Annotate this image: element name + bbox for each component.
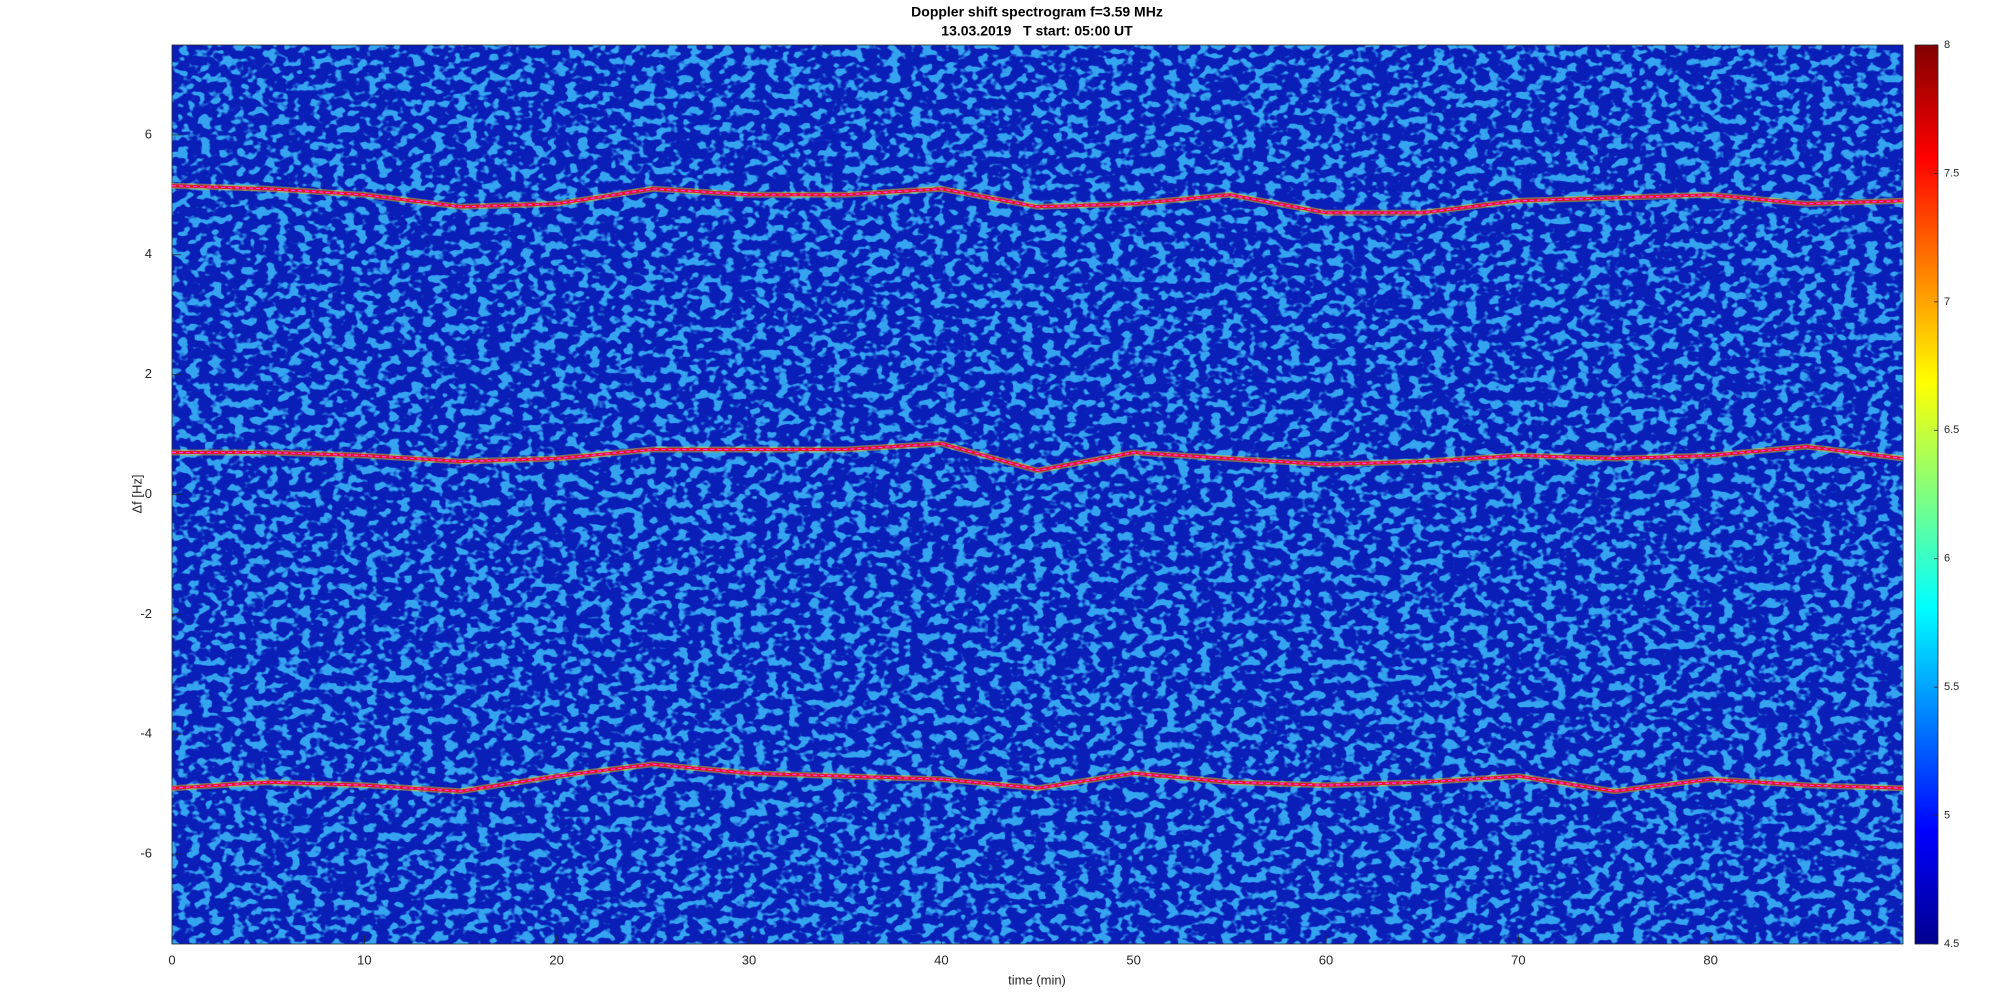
y-tick-label: 6 [145,126,152,141]
x-axis-label: time (min) [1008,972,1066,987]
colorbar-tick-label: 7.5 [1944,167,1959,179]
x-tick-label: 30 [742,952,756,967]
chart-subtitle: 13.03.2019 T start: 05:00 UT [941,23,1133,39]
y-tick-label: 2 [145,366,152,381]
spectrogram-texture [172,45,1903,944]
y-tick-label: -6 [140,846,152,861]
x-tick-label: 80 [1703,952,1717,967]
x-tick-label: 0 [168,952,175,967]
trace-overlay [172,442,1903,472]
colorbar-tick-label: 5 [1944,809,1950,821]
colorbar [1914,44,1939,945]
y-tick-label: -2 [140,606,152,621]
y-tick-label: -4 [140,726,152,741]
colorbar-tick-label: 4.5 [1944,938,1959,950]
trace-overlay [172,185,1903,214]
y-tick-label: 4 [145,246,152,261]
chart-title: Doppler shift spectrogram f=3.59 MHz [911,4,1163,20]
x-tick-label: 10 [357,952,371,967]
x-tick-label: 40 [934,952,948,967]
x-tick-label: 70 [1511,952,1525,967]
colorbar-tick-label: 6 [1944,553,1950,565]
colorbar-tick-label: 8 [1944,39,1950,51]
colorbar-tick-label: 7 [1944,296,1950,308]
trace-overlay [172,763,1903,792]
x-tick-label: 20 [549,952,563,967]
y-axis-label: Δf [Hz] [129,474,144,513]
colorbar-tick-label: 5.5 [1944,681,1959,693]
x-tick-label: 50 [1126,952,1140,967]
y-tick-label: 0 [145,486,152,501]
colorbar-tick-label: 6.5 [1944,424,1959,436]
x-tick-label: 60 [1319,952,1333,967]
